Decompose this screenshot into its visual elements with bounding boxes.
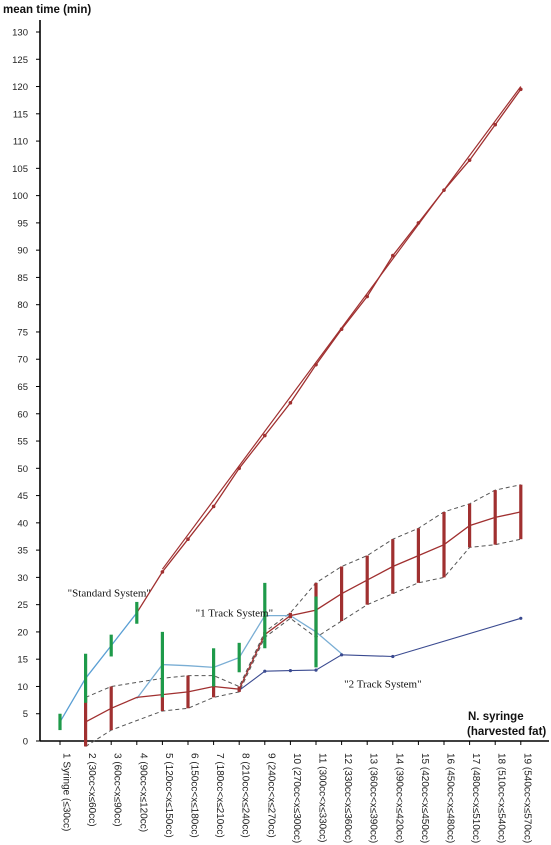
y-tick-label: 45	[17, 491, 28, 502]
y-tick-label: 70	[17, 355, 28, 366]
standard-point	[442, 188, 446, 192]
y-tick-label: 55	[17, 437, 28, 448]
x-tick-label: 18 (510cc<x≤540cc)	[496, 753, 507, 843]
y-tick-label: 95	[17, 218, 28, 229]
two-track-line	[85, 511, 521, 723]
text-layer: "Standard System" "1 Track System" "2 Trac…	[3, 4, 546, 738]
x-ticks: 1 Syringe (≤30cc) 2 (30cc<x≤60cc) 3 (60cc<…	[59, 741, 532, 843]
y-tick-label: 130	[12, 28, 28, 39]
series-annotation: "2 Track System"	[344, 679, 421, 691]
standard-line-late	[136, 88, 522, 614]
x-tick-label: 2 (30cc<x≤60cc)	[86, 753, 97, 827]
y-tick-label: 85	[17, 273, 28, 284]
y-tick-label: 60	[17, 409, 28, 420]
series-layer	[58, 86, 523, 747]
standard-point	[314, 362, 318, 367]
x-tick-label: 17 (480cc<x≤510cc)	[470, 753, 481, 843]
standard-point	[288, 401, 293, 405]
x-tick-label: 19 (540cc<x≤570cc)	[521, 753, 532, 843]
standard-line-early	[59, 612, 138, 723]
standard-point	[391, 253, 395, 258]
x-axis-title: N. syringe	[468, 711, 524, 723]
x-tick-label: 15 (420cc<x≤450cc)	[419, 753, 430, 843]
two-track-lower-point	[314, 668, 318, 672]
series-annotation: "Standard System"	[68, 587, 151, 599]
x-tick-label: 11 (300cc<x≤330cc)	[317, 753, 328, 843]
standard-point	[416, 221, 421, 225]
x-tick-label: 12 (330cc<x≤360cc)	[342, 753, 353, 843]
y-axis-title: mean time (min)	[3, 4, 91, 16]
standard-point	[263, 433, 267, 438]
two-track-lower-point	[391, 654, 395, 659]
standard-point	[467, 158, 472, 162]
y-tick-label: 110	[13, 137, 28, 148]
axes	[39, 20, 549, 742]
y-tick-label: 30	[17, 573, 28, 584]
x-tick-label: 1 Syringe (≤30cc)	[61, 753, 72, 831]
x-tick-label: 4 (90cc<x≤120cc)	[137, 753, 148, 832]
standard-point	[237, 466, 241, 471]
two-track-band-lower	[85, 538, 521, 747]
y-tick-label: 120	[12, 82, 28, 93]
standard-point	[186, 537, 190, 542]
y-tick-label: 115	[13, 109, 28, 120]
y-tick-label: 20	[17, 627, 28, 638]
y-tick-label: 50	[17, 464, 28, 475]
x-axis-title-sub: (harvested fat)	[467, 726, 546, 738]
two-track-lower-point	[288, 669, 292, 673]
standard-point	[339, 327, 344, 332]
standard-point	[160, 570, 165, 574]
y-tick-label: 80	[17, 300, 28, 311]
y-tick-label: 125	[12, 55, 28, 66]
y-tick-label: 75	[17, 327, 28, 338]
two-track-lower-point	[340, 653, 344, 657]
x-tick-label: 13 (360cc<x≤390cc)	[368, 753, 379, 843]
y-tick-label: 25	[17, 600, 28, 611]
standard-point	[493, 122, 498, 127]
y-tick-label: 105	[12, 164, 28, 175]
y-tick-label: 90	[17, 246, 28, 257]
standard-point	[365, 294, 370, 299]
x-tick-label: 5 (120cc<x≤150cc)	[163, 753, 174, 838]
x-tick-label: 3 (60cc<x≤90cc)	[112, 753, 123, 827]
two-track-band-upper	[85, 484, 521, 698]
x-tick-label: 7 (180cc<x≤210cc)	[214, 753, 225, 838]
x-tick-label: 9 (240cc<x≤270cc)	[265, 753, 276, 838]
y-ticks: 0 5 10 15 20 25 30 35 40 45 50 55 60 65 70 75 80 85 90 95 10…	[12, 28, 40, 748]
two-track-lower-point	[519, 616, 523, 620]
y-tick-label: 10	[17, 682, 28, 693]
x-tick-label: 10 (270cc<x≤300cc)	[291, 753, 302, 843]
x-tick-label: 14 (390cc<x≤420cc)	[393, 753, 404, 843]
y-tick-label: 0	[23, 737, 28, 748]
y-tick-label: 35	[17, 546, 28, 557]
y-tick-label: 100	[12, 191, 28, 202]
y-tick-label: 65	[17, 382, 28, 393]
y-tick-label: 5	[23, 709, 28, 720]
standard-point	[519, 87, 523, 92]
series-annotation: "1 Track System"	[196, 608, 273, 620]
two-track-lower-point	[263, 669, 267, 673]
standard-point	[211, 504, 216, 509]
x-tick-label: 6 (150cc<x≤180cc)	[189, 753, 200, 838]
x-tick-label: 8 (210cc<x≤240cc)	[240, 753, 251, 838]
y-tick-label: 15	[17, 655, 28, 666]
x-tick-label: 16 (450cc<x≤480cc)	[445, 753, 456, 843]
y-tick-label: 40	[17, 518, 28, 529]
